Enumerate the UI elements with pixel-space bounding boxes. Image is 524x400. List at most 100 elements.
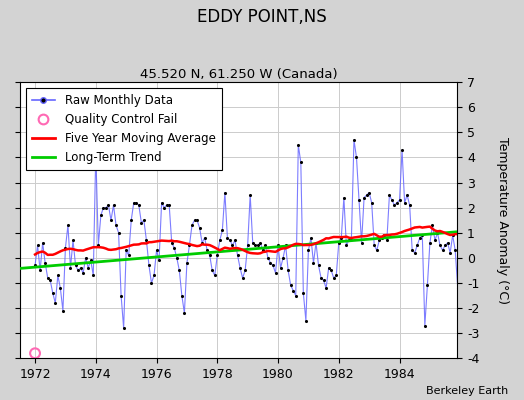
Point	[94, 242, 103, 248]
Point	[304, 247, 313, 254]
Point	[218, 227, 226, 234]
Point	[441, 242, 449, 248]
Point	[383, 237, 391, 244]
Point	[320, 277, 328, 284]
Point	[49, 290, 57, 296]
Point	[53, 272, 62, 279]
Point	[423, 282, 432, 289]
Point	[211, 272, 219, 279]
Title: 45.520 N, 61.250 W (Canada): 45.520 N, 61.250 W (Canada)	[140, 68, 337, 81]
Point	[416, 234, 424, 241]
Point	[221, 190, 229, 196]
Point	[157, 200, 166, 206]
Point	[61, 245, 70, 251]
Point	[413, 242, 421, 248]
Point	[236, 265, 244, 271]
Point	[398, 147, 406, 153]
Point	[254, 242, 262, 248]
Point	[327, 267, 335, 274]
Point	[183, 260, 191, 266]
Point	[421, 322, 429, 329]
Point	[231, 237, 239, 244]
Point	[125, 252, 133, 258]
Point	[337, 234, 345, 241]
Point	[395, 197, 403, 203]
Point	[208, 267, 216, 274]
Point	[82, 255, 90, 261]
Point	[160, 204, 168, 211]
Point	[69, 237, 77, 244]
Point	[418, 232, 427, 238]
Point	[71, 262, 80, 269]
Point	[238, 275, 247, 281]
Point	[314, 262, 323, 269]
Point	[309, 260, 318, 266]
Point	[43, 275, 52, 281]
Point	[342, 242, 351, 248]
Point	[180, 310, 189, 316]
Point	[46, 277, 54, 284]
Point	[274, 242, 282, 248]
Text: EDDY POINT,NS: EDDY POINT,NS	[197, 8, 327, 26]
Point	[77, 265, 85, 271]
Point	[289, 287, 298, 294]
Point	[449, 232, 457, 238]
Point	[380, 232, 388, 238]
Point	[276, 265, 285, 271]
Point	[454, 285, 462, 291]
Point	[86, 257, 95, 264]
Point	[291, 292, 300, 299]
Point	[393, 200, 401, 206]
Point	[165, 202, 173, 208]
Point	[439, 247, 447, 254]
Point	[137, 220, 146, 226]
Point	[436, 242, 444, 248]
Point	[132, 200, 140, 206]
Point	[56, 285, 64, 291]
Point	[140, 217, 148, 224]
Point	[431, 237, 439, 244]
Point	[259, 247, 267, 254]
Point	[244, 242, 252, 248]
Point	[36, 267, 45, 274]
Point	[205, 252, 214, 258]
Point	[269, 262, 277, 269]
Point	[378, 234, 386, 241]
Point	[317, 275, 325, 281]
Point	[302, 318, 310, 324]
Point	[352, 154, 361, 161]
Point	[92, 149, 100, 156]
Point	[340, 194, 348, 201]
Point	[41, 260, 49, 266]
Point	[172, 255, 181, 261]
Point	[107, 217, 115, 224]
Point	[266, 260, 275, 266]
Point	[102, 204, 110, 211]
Point	[84, 265, 92, 271]
Point	[403, 192, 411, 198]
Point	[193, 217, 201, 224]
Point	[251, 242, 259, 248]
Point	[299, 290, 308, 296]
Point	[38, 240, 47, 246]
Point	[355, 197, 363, 203]
Point	[64, 222, 72, 228]
Point	[213, 252, 222, 258]
Point	[433, 230, 442, 236]
Point	[119, 325, 128, 331]
Point	[297, 159, 305, 166]
Point	[195, 224, 204, 231]
Point	[400, 200, 409, 206]
Point	[375, 237, 384, 244]
Point	[215, 237, 224, 244]
Point	[110, 202, 118, 208]
Point	[425, 240, 434, 246]
Point	[281, 242, 290, 248]
Point	[89, 272, 97, 279]
Point	[147, 280, 156, 286]
Point	[363, 192, 371, 198]
Point	[408, 247, 417, 254]
Point	[79, 270, 88, 276]
Point	[385, 192, 394, 198]
Point	[261, 242, 269, 248]
